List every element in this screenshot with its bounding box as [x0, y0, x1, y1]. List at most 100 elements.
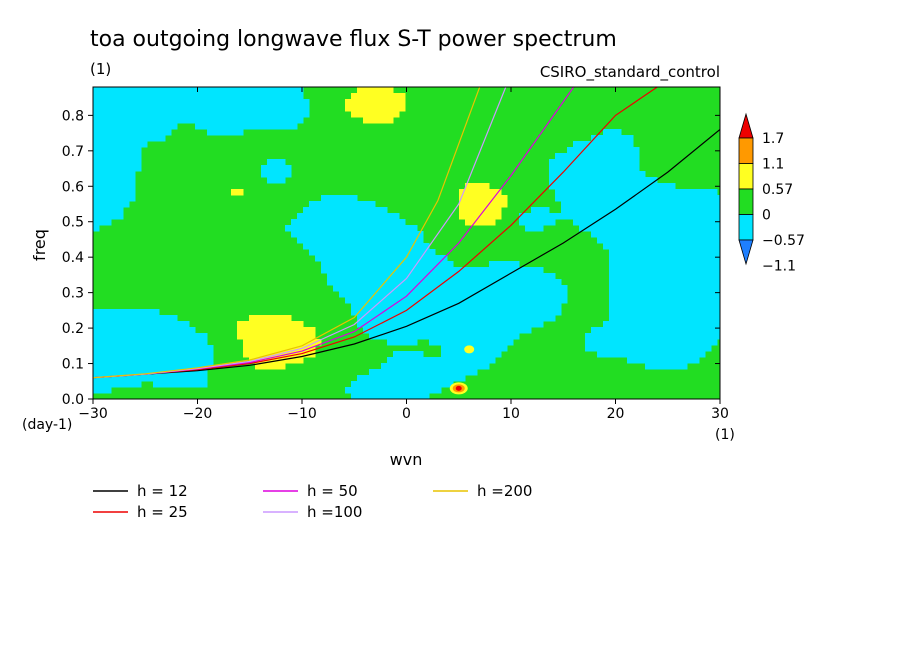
heatmap-cell	[117, 327, 124, 334]
heatmap-cell	[513, 285, 520, 292]
heatmap-cell	[309, 333, 316, 340]
heatmap-cell	[681, 309, 688, 316]
heatmap-cell	[669, 321, 676, 328]
heatmap-cell	[615, 201, 622, 208]
heatmap-cell	[417, 243, 424, 250]
heatmap-cell	[441, 333, 448, 340]
heatmap-cell	[123, 333, 130, 340]
heatmap-cell	[585, 159, 592, 166]
heatmap-cell	[651, 267, 658, 274]
heatmap-cell	[297, 87, 304, 94]
heatmap-cell	[663, 357, 670, 364]
heatmap-cell	[669, 255, 676, 262]
heatmap-cell	[333, 279, 340, 286]
heatmap-cell	[99, 177, 106, 184]
heatmap-cell	[579, 147, 586, 154]
heatmap-cell	[117, 111, 124, 118]
heatmap-cell	[705, 189, 712, 196]
heatmap-cell	[273, 345, 280, 352]
heatmap-cell	[405, 327, 412, 334]
heatmap-cell	[477, 207, 484, 214]
heatmap-cell	[507, 339, 514, 346]
heatmap-cell	[435, 327, 442, 334]
heatmap-cell	[681, 201, 688, 208]
heatmap-cell	[99, 351, 106, 358]
heatmap-cell	[633, 309, 640, 316]
heatmap-cell	[447, 261, 454, 268]
heatmap-cell	[435, 279, 442, 286]
heatmap-cell	[375, 237, 382, 244]
heatmap-cell	[603, 129, 610, 136]
heatmap-cell	[255, 99, 262, 106]
heatmap-cell	[663, 231, 670, 238]
heatmap-cell	[627, 261, 634, 268]
heatmap-cell	[417, 237, 424, 244]
heatmap-cell	[261, 111, 268, 118]
heatmap-cell	[615, 333, 622, 340]
heatmap-cell	[555, 189, 562, 196]
heatmap-cell	[501, 279, 508, 286]
heatmap-cell	[387, 303, 394, 310]
heatmap-cell	[495, 327, 502, 334]
heatmap-cell	[111, 369, 118, 376]
heatmap-cell	[549, 303, 556, 310]
heatmap-cell	[441, 297, 448, 304]
heatmap-cell	[621, 333, 628, 340]
heatmap-cell	[645, 297, 652, 304]
heatmap-cell	[645, 243, 652, 250]
heatmap-cell	[165, 357, 172, 364]
heatmap-cell	[141, 339, 148, 346]
heatmap-cell	[171, 375, 178, 382]
heatmap-cell	[429, 321, 436, 328]
heatmap-cell	[693, 207, 700, 214]
heatmap-cell	[573, 153, 580, 160]
heatmap-cell	[513, 279, 520, 286]
heatmap-cell	[639, 345, 646, 352]
heatmap-cell	[117, 117, 124, 124]
heatmap-cell	[417, 231, 424, 238]
heatmap-cell	[201, 381, 208, 388]
heatmap-cell	[615, 135, 622, 142]
heatmap-cell	[609, 177, 616, 184]
heatmap-cell	[555, 177, 562, 184]
heatmap-cell	[489, 297, 496, 304]
heatmap-cell	[651, 315, 658, 322]
heatmap-cell	[261, 87, 268, 94]
heatmap-cell	[453, 291, 460, 298]
heatmap-cell	[369, 225, 376, 232]
heatmap-cell	[627, 243, 634, 250]
heatmap-cell	[219, 87, 226, 94]
heatmap-cell	[603, 147, 610, 154]
heatmap-cell	[609, 189, 616, 196]
heatmap-cell	[579, 159, 586, 166]
heatmap-cell	[273, 171, 280, 178]
heatmap-cell	[357, 267, 364, 274]
heatmap-cell	[639, 357, 646, 364]
heatmap-cell	[609, 267, 616, 274]
heatmap-cell	[105, 93, 112, 100]
heatmap-cell	[117, 351, 124, 358]
heatmap-cell	[555, 279, 562, 286]
heatmap-cell	[591, 207, 598, 214]
heatmap-cell	[243, 123, 250, 130]
heatmap-cell	[99, 117, 106, 124]
heatmap-cell	[609, 273, 616, 280]
heatmap-cell	[519, 279, 526, 286]
heatmap-cell	[651, 357, 658, 364]
heatmap-cell	[147, 333, 154, 340]
heatmap-cell	[273, 111, 280, 118]
heatmap-cell	[711, 225, 718, 232]
heatmap-cell	[321, 267, 328, 274]
heatmap-cell	[189, 99, 196, 106]
heatmap-cell	[471, 321, 478, 328]
heatmap-cell	[189, 105, 196, 112]
heatmap-cell	[657, 219, 664, 226]
heatmap-cell	[195, 369, 202, 376]
colorbar-label: 1.7	[762, 131, 784, 147]
heatmap-cell	[489, 327, 496, 334]
heatmap-cell	[129, 141, 136, 148]
heatmap-cell	[99, 387, 106, 394]
heatmap-cell	[327, 273, 334, 280]
heatmap-cell	[471, 363, 478, 370]
